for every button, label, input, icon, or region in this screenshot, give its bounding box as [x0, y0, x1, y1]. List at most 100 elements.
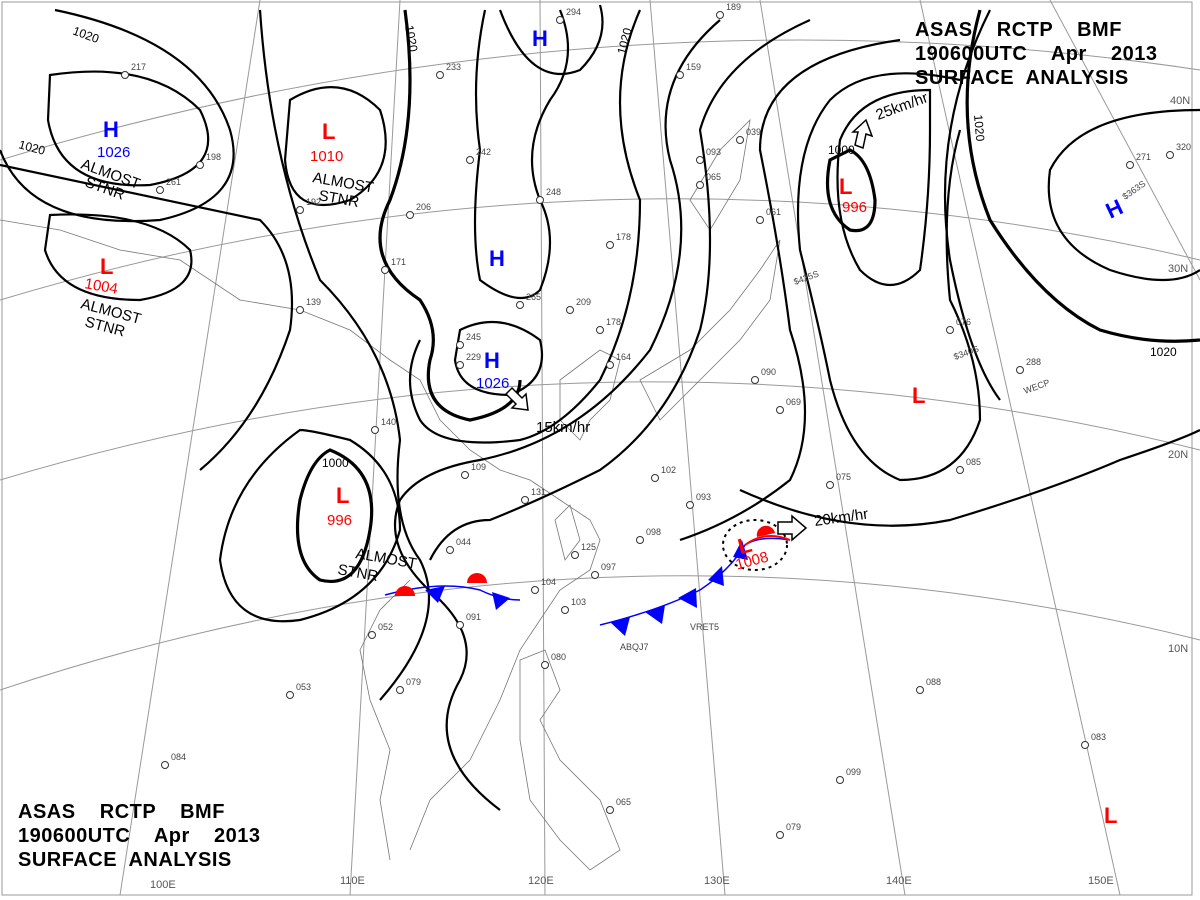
station-marker: [1126, 161, 1134, 169]
station-marker: [541, 661, 549, 669]
low-value: 1004: [83, 275, 119, 298]
station-marker: [696, 156, 704, 164]
cold-front-triangle: [708, 566, 724, 586]
footer-line3: SURFACE ANALYSIS: [18, 849, 232, 871]
sakhalin-coast: [689, 118, 751, 231]
tropical-depression-circle: [722, 519, 788, 571]
station-pressure: 098: [646, 527, 661, 537]
station-id: WECP: [1022, 377, 1051, 396]
china-coast: [0, 219, 601, 851]
indochina-coast: [359, 579, 411, 861]
isobar: [429, 18, 811, 561]
lon-label: 150E: [1088, 875, 1114, 887]
lat-label: 20N: [1168, 449, 1188, 461]
station-pressure: 245: [466, 332, 481, 342]
station-pressure: 209: [576, 297, 591, 307]
isobar: [408, 9, 642, 444]
station-pressure: 159: [686, 62, 701, 72]
isobar-label: 1020: [71, 24, 101, 46]
station-pressure: 294: [566, 7, 581, 17]
isobar: [1047, 108, 1200, 282]
high-value: 1026: [97, 144, 130, 161]
isobar: [218, 428, 402, 623]
station-pressure: 075: [836, 472, 851, 482]
lat-line-40n: [0, 39, 1200, 161]
cold-front-triangle: [492, 592, 510, 610]
isobar-1000: [295, 448, 374, 583]
lon-label: 120E: [528, 875, 554, 887]
lat-label: 40N: [1170, 95, 1190, 107]
station-marker: [651, 474, 659, 482]
isobar: [453, 320, 544, 397]
low-center: L: [912, 383, 925, 408]
station-pressure: 178: [606, 317, 621, 327]
station-pressure: 044: [456, 537, 471, 547]
station-marker: [121, 71, 129, 79]
station-pressure: 069: [786, 397, 801, 407]
movement-arrows: [504, 118, 874, 542]
station-pressure: 178: [616, 232, 631, 242]
station-marker: [536, 196, 544, 204]
lon-line-100e: [119, 0, 261, 896]
lon-line-140e: [759, 0, 906, 896]
footer-title: ASAS RCTP BMF 190600UTC Apr 2013 SURFACE A…: [18, 800, 261, 872]
station-pressure: 233: [446, 62, 461, 72]
cold-front-triangle: [733, 540, 748, 560]
isobar: [739, 429, 1200, 527]
taiwan-coast: [554, 504, 581, 561]
arrow-icon: [504, 386, 529, 411]
station-marker: [571, 551, 579, 559]
station-marker: [756, 216, 764, 224]
station-marker: [1016, 366, 1024, 374]
isobar-label: 1020: [1150, 345, 1177, 359]
isobar-label: 1020: [971, 114, 987, 142]
footer-line2: 190600UTC Apr 2013: [18, 825, 261, 847]
lat-line-10n: [0, 575, 1200, 691]
station-pressure: 164: [616, 352, 631, 362]
station-plots: 217 261 198 192 242 233 206 171 139 140 109 131 125 0…: [121, 2, 1191, 839]
station-marker: [636, 536, 644, 544]
station-marker: [406, 211, 414, 219]
isobar: [43, 213, 193, 302]
station-marker: [776, 831, 784, 839]
station-marker: [286, 691, 294, 699]
stationary-front: [384, 519, 791, 636]
low-value: 1010: [310, 148, 343, 165]
station-pressure: 080: [551, 652, 566, 662]
isobar: [0, 163, 294, 471]
station-marker: [606, 806, 614, 814]
station-marker: [1166, 151, 1174, 159]
coastlines: [0, 118, 781, 871]
isobar-label: 1020: [17, 137, 47, 158]
station-pressure: 085: [966, 457, 981, 467]
isobar: [943, 9, 1001, 401]
station-marker: [368, 631, 376, 639]
header-line2: 190600UTC Apr 2013: [915, 43, 1158, 65]
isobars: [0, 4, 1200, 811]
isobar: [836, 88, 932, 286]
arrow-icon: [777, 514, 808, 542]
cold-front-triangle: [678, 588, 697, 608]
isobar-labels: 1020 1020 1020 1020 1020 1020 1000 1000: [17, 24, 1177, 470]
warm-front-line: [744, 535, 791, 546]
station-pressure: 206: [416, 202, 431, 212]
station-pressure: 083: [1091, 732, 1106, 742]
isobar: [46, 70, 210, 187]
philippines-coast: [519, 649, 621, 871]
station-marker: [686, 501, 694, 509]
station-pressure: 097: [601, 562, 616, 572]
station-marker: [531, 586, 539, 594]
station-marker: [516, 301, 524, 309]
station-id: $340S: [952, 344, 980, 362]
station-marker: [1081, 741, 1089, 749]
station-marker: [606, 241, 614, 249]
japan-coast: [639, 239, 781, 421]
isobar: [283, 86, 387, 207]
isobar-1020: [965, 9, 1200, 343]
stnr-label: STNR: [317, 187, 360, 211]
station-marker: [826, 481, 834, 489]
station-marker: [776, 406, 784, 414]
low-center: L: [336, 483, 349, 508]
movement-speed: 15km/hr: [536, 419, 590, 436]
